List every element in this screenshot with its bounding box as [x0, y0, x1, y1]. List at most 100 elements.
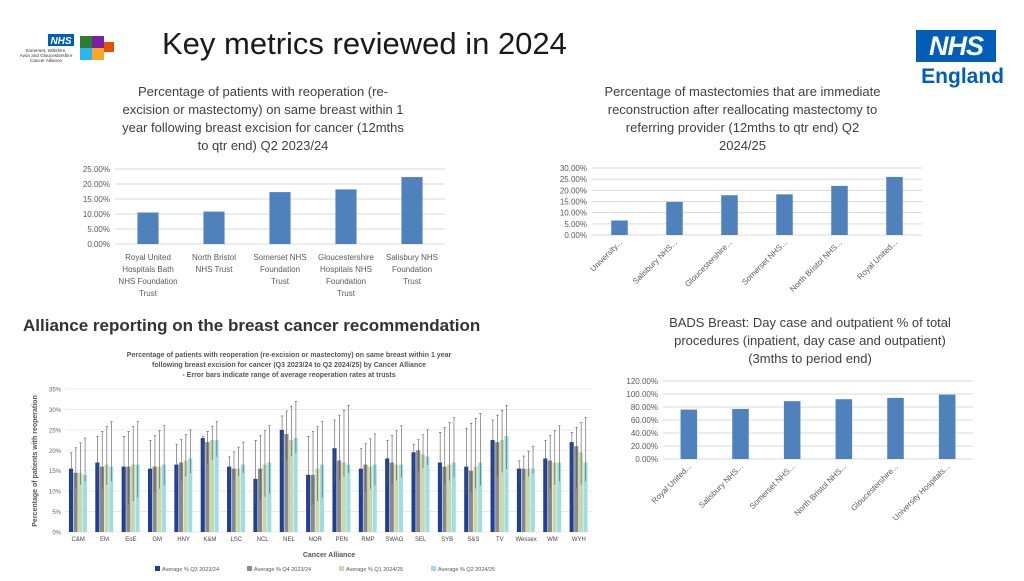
bar: [73, 472, 78, 532]
page-title: Key metrics reviewed in 2024: [162, 26, 567, 61]
x-tick-label: University...: [588, 238, 623, 273]
y-tick-label: 10%: [49, 490, 62, 496]
bar: [95, 462, 100, 532]
x-tick-label: North Bristol NHS...: [788, 238, 844, 294]
y-tick-label: 0.00%: [635, 455, 658, 464]
bads-chart: 0.00% 20.00% 40.00% 60.00% 80.00% 100.00% 120.…: [626, 377, 973, 523]
bar: [468, 470, 473, 532]
bar: [835, 399, 853, 459]
bar: [188, 458, 193, 532]
y-tick-label: 30%: [49, 408, 62, 414]
svg-text:Somerset, Wiltshire,: Somerset, Wiltshire,: [25, 48, 66, 53]
bar: [783, 401, 801, 459]
x-tick-label: K&M: [203, 537, 216, 543]
bar: [335, 189, 357, 244]
y-tick-label: 15.00%: [83, 195, 110, 204]
bar: [227, 466, 232, 532]
legend-label: Average % Q1 2024/25: [346, 567, 403, 573]
legend-label: Average % Q3 2023/24: [162, 567, 219, 573]
bar: [732, 408, 749, 459]
y-tick-label: 40.00%: [631, 429, 658, 438]
bar: [385, 458, 390, 532]
y-tick-label: 0%: [52, 531, 61, 537]
bar: [200, 438, 205, 532]
y-tick-label: 15%: [49, 469, 62, 475]
bar: [416, 450, 421, 532]
bar: [425, 456, 430, 532]
bar: [205, 442, 210, 532]
title-line: BADS Breast: Day case and outpatient % o…: [669, 315, 951, 330]
x-tick-label: Somerset NHS: [253, 253, 306, 262]
bar: [666, 201, 683, 235]
bar: [543, 458, 548, 532]
bar: [504, 435, 509, 532]
panel-heading: Alliance reporting on the breast cancer …: [23, 316, 480, 335]
x-tick-label: Gloucestershire: [318, 253, 375, 262]
bar: [442, 466, 447, 532]
bar: [68, 468, 74, 532]
x-tick-label: Hospitals NHS: [320, 265, 372, 274]
y-tick-label: 15.00%: [560, 198, 587, 207]
bar: [464, 466, 469, 532]
x-tick-label: Royal United...: [855, 238, 898, 281]
bar: [288, 440, 294, 532]
bar: [209, 440, 215, 532]
y-tick-label: 20.00%: [560, 186, 587, 195]
bar: [680, 409, 698, 459]
title-line: to qtr end) Q2 2023/24: [197, 138, 329, 153]
bar: [231, 468, 236, 532]
bar: [148, 468, 153, 532]
bads-chart-title: BADS Breast: Day case and outpatient % o…: [660, 314, 960, 368]
bar: [372, 464, 377, 532]
bar: [473, 466, 478, 532]
title-line: 2024/25: [719, 138, 766, 153]
bar: [552, 462, 557, 532]
x-tick-label: Foundation: [326, 277, 366, 286]
x-tick-label: Somerset NHS...: [748, 462, 797, 511]
bar: [203, 211, 225, 244]
bar: [332, 448, 337, 532]
x-tick-label: NOR: [309, 537, 323, 543]
x-axis-label: Cancer Alliance: [303, 552, 355, 559]
x-tick-label: EoE: [125, 537, 136, 543]
reoperation-chart-title: Percentage of patients with reoperation …: [108, 83, 418, 155]
x-tick-label: NCL: [257, 537, 270, 543]
bar: [437, 462, 442, 532]
bar: [341, 462, 346, 532]
x-tick-label: SWAG: [385, 537, 403, 543]
y-tick-label: 20.00%: [631, 442, 658, 451]
y-tick-label: 25.00%: [83, 165, 110, 174]
bar: [99, 466, 105, 532]
x-tick-label: PEN: [336, 537, 348, 543]
reconstruction-chart: 0.00% 5.00% 10.00% 15.00% 20.00% 25.00% 30.00%…: [560, 164, 922, 294]
x-tick-label: Foundation: [392, 265, 432, 274]
x-tick-label: GM: [152, 537, 162, 543]
bar: [104, 464, 109, 532]
x-tick-label: Salisbury NHS: [386, 253, 438, 262]
x-tick-label: NHS Foundation: [118, 277, 177, 286]
x-tick-label: Gloucestershire...: [683, 238, 734, 289]
bar: [109, 466, 114, 532]
x-tick-label: HNY: [177, 537, 190, 543]
x-tick-label: Royal United: [125, 253, 171, 262]
bar: [258, 468, 263, 532]
alliance-logo: NHS Somerset, Wiltshire, Avon and Glouce…: [8, 30, 120, 72]
bar: [490, 440, 495, 532]
bar: [284, 433, 289, 532]
bar: [447, 464, 452, 532]
bar: [451, 462, 456, 532]
bar: [389, 462, 394, 532]
bar: [240, 464, 245, 532]
alliance-panel: Alliance reporting on the breast cancer …: [17, 309, 602, 576]
bar: [886, 176, 903, 235]
bar: [516, 468, 522, 532]
bar: [174, 464, 179, 532]
x-tick-label: Foundation: [260, 265, 300, 274]
alliance-chart: Alliance reporting on the breast cancer …: [17, 309, 602, 576]
y-tick-label: 10.00%: [560, 209, 587, 218]
x-tick-label: NHS Trust: [196, 265, 234, 274]
bar: [214, 440, 219, 532]
y-axis-label: Percentage of patients with reoperation: [32, 395, 39, 526]
bar: [161, 464, 166, 532]
bar: [526, 468, 531, 532]
